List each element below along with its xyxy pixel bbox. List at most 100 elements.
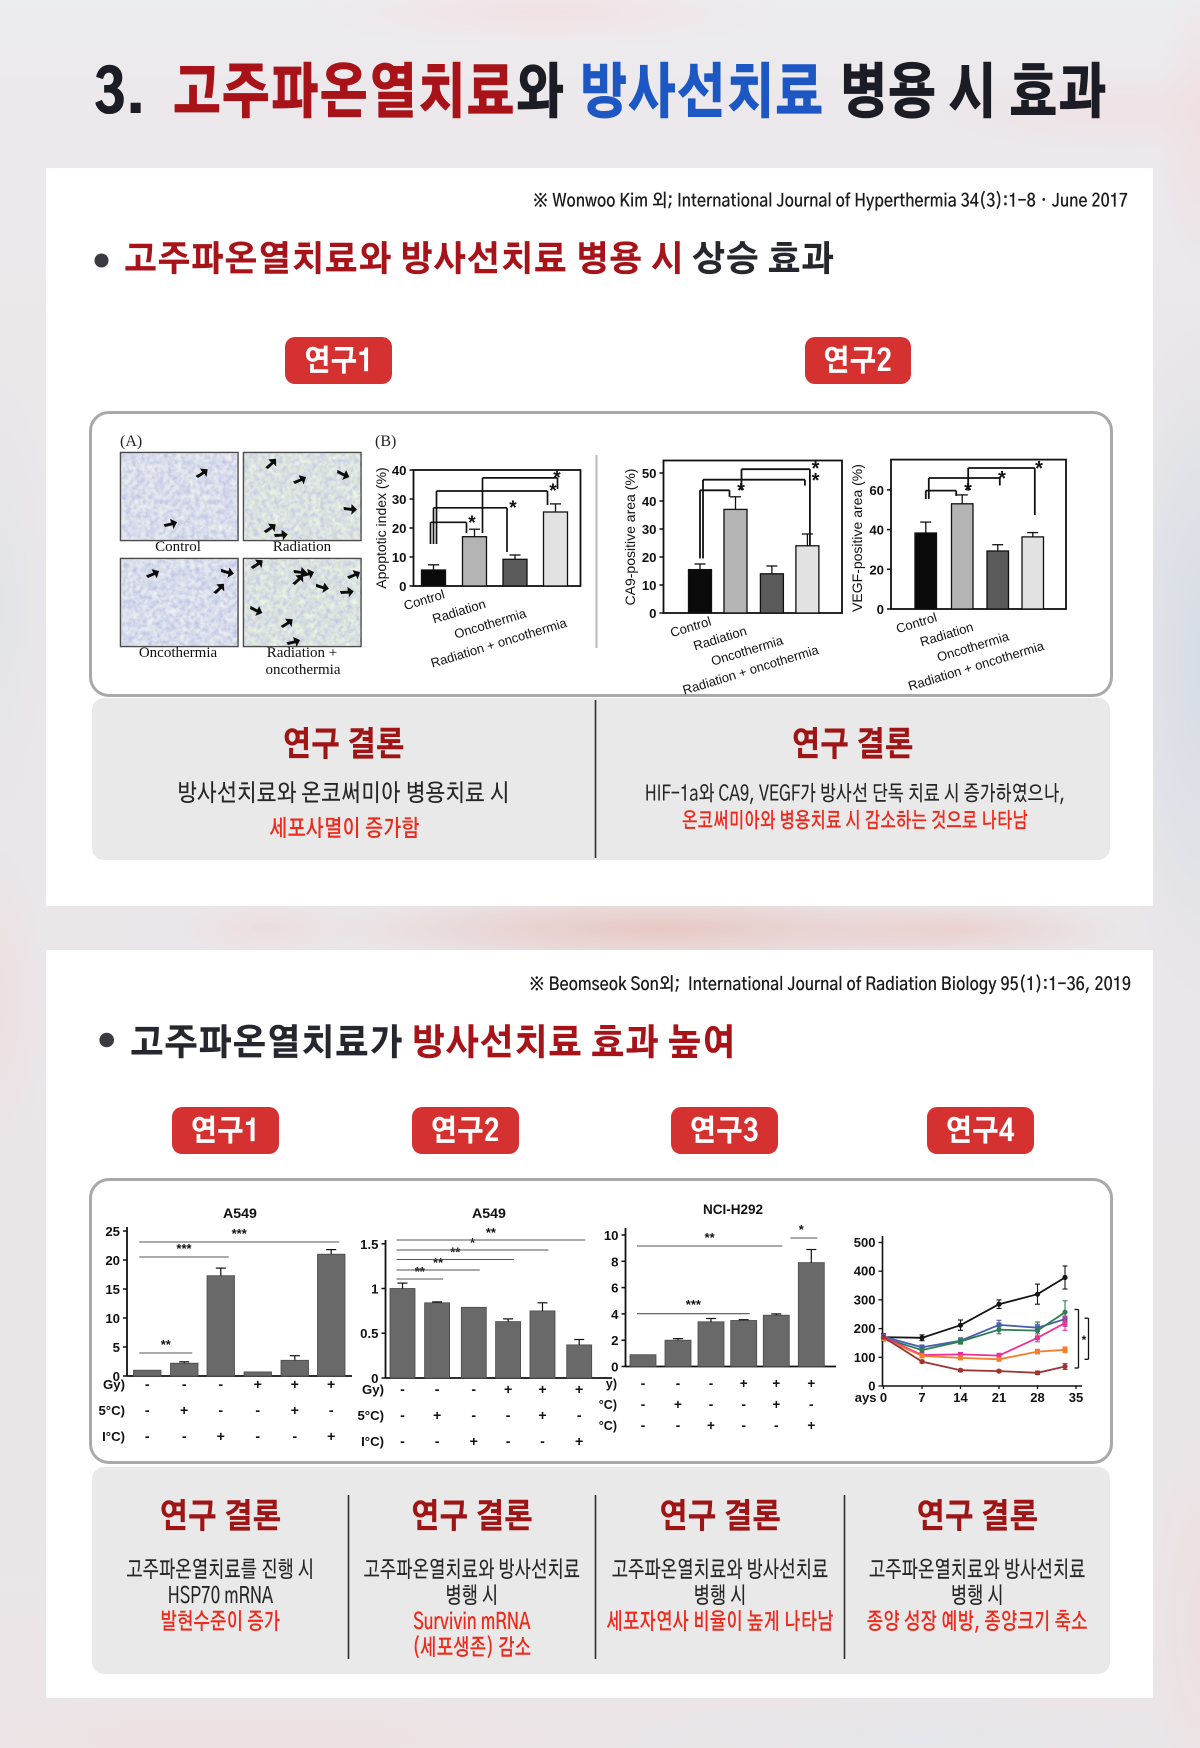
svg-text:ays: ays xyxy=(855,1390,877,1405)
svg-text:28: 28 xyxy=(1030,1390,1044,1405)
svg-text:+: + xyxy=(327,1377,335,1393)
svg-text:-: - xyxy=(329,1403,334,1419)
svg-text:Apoptotic index (%): Apoptotic index (%) xyxy=(373,467,389,588)
svg-text:0: 0 xyxy=(868,1379,875,1394)
svg-text:50: 50 xyxy=(642,466,657,481)
svg-text:-: - xyxy=(435,1382,440,1398)
svg-text:-: - xyxy=(292,1429,297,1445)
svg-text:-: - xyxy=(709,1376,714,1391)
svg-text:40: 40 xyxy=(869,523,884,538)
svg-text:**: ** xyxy=(433,1255,444,1270)
svg-text:NCI-H292: NCI-H292 xyxy=(703,1202,763,1217)
svg-text:14: 14 xyxy=(953,1390,968,1405)
svg-text:100: 100 xyxy=(854,1350,876,1365)
svg-text:5: 5 xyxy=(113,1340,120,1355)
svg-text:+: + xyxy=(217,1429,225,1445)
svg-text:15: 15 xyxy=(105,1282,120,1297)
svg-text:300: 300 xyxy=(854,1292,876,1307)
svg-text:(A): (A) xyxy=(120,433,142,450)
svg-text:-: - xyxy=(400,1382,405,1398)
svg-text:400: 400 xyxy=(854,1264,876,1279)
svg-text:6: 6 xyxy=(611,1281,618,1296)
svg-text:5°C): 5°C) xyxy=(357,1408,384,1423)
svg-text:8: 8 xyxy=(611,1254,618,1269)
svg-text:10: 10 xyxy=(392,550,407,565)
svg-text:0: 0 xyxy=(399,579,406,594)
svg-text:-: - xyxy=(471,1408,476,1424)
svg-text:-: - xyxy=(255,1429,260,1445)
svg-text:*: * xyxy=(1082,1333,1087,1347)
svg-text:*: * xyxy=(553,468,561,489)
svg-text:**: ** xyxy=(450,1245,461,1260)
svg-text:+: + xyxy=(807,1376,815,1391)
svg-text:-: - xyxy=(774,1418,779,1433)
svg-text:+: + xyxy=(254,1377,262,1393)
svg-text:-: - xyxy=(435,1434,440,1450)
svg-text:I°C): I°C) xyxy=(361,1434,384,1449)
svg-text:-: - xyxy=(676,1418,681,1433)
svg-text:***: *** xyxy=(686,1297,702,1312)
svg-text:-: - xyxy=(641,1397,646,1412)
svg-text:+: + xyxy=(575,1382,583,1398)
svg-text:*: * xyxy=(468,513,476,534)
svg-text:-: - xyxy=(471,1382,476,1398)
svg-text:+: + xyxy=(575,1434,583,1450)
svg-text:20: 20 xyxy=(105,1253,120,1268)
svg-text:**: ** xyxy=(486,1225,497,1240)
svg-text:+: + xyxy=(538,1408,546,1424)
svg-text:0: 0 xyxy=(877,602,884,617)
svg-text:*: * xyxy=(812,458,820,480)
svg-text:40: 40 xyxy=(392,463,407,478)
svg-text:*: * xyxy=(470,1235,476,1250)
svg-text:200: 200 xyxy=(854,1321,876,1336)
svg-text:4: 4 xyxy=(611,1307,619,1322)
svg-text:+: + xyxy=(707,1418,715,1433)
svg-text:30: 30 xyxy=(392,492,407,507)
svg-text:-: - xyxy=(145,1377,150,1393)
svg-text:Gy): Gy) xyxy=(362,1382,384,1397)
svg-text:-: - xyxy=(182,1429,187,1445)
svg-text:35: 35 xyxy=(1069,1390,1083,1405)
svg-text:7: 7 xyxy=(918,1390,925,1405)
svg-text:21: 21 xyxy=(992,1390,1006,1405)
svg-text:5°C): 5°C) xyxy=(98,1403,125,1418)
svg-text:-: - xyxy=(741,1397,746,1412)
svg-text:(B): (B) xyxy=(375,433,396,450)
svg-text:**: ** xyxy=(415,1264,426,1279)
svg-text:-: - xyxy=(145,1403,150,1419)
svg-text:-: - xyxy=(218,1377,223,1393)
svg-text:+: + xyxy=(291,1377,299,1393)
svg-text:*: * xyxy=(549,481,557,502)
svg-text:40: 40 xyxy=(642,494,657,509)
svg-text:+: + xyxy=(180,1403,188,1419)
svg-text:°C): °C) xyxy=(599,1398,617,1412)
svg-text:Oncothermia: Oncothermia xyxy=(139,645,218,661)
svg-text:°C): °C) xyxy=(599,1419,617,1433)
svg-text:CA9-positive area (%): CA9-positive area (%) xyxy=(622,469,638,606)
svg-text:*: * xyxy=(998,468,1006,490)
svg-text:*: * xyxy=(737,480,745,502)
svg-text:Gy): Gy) xyxy=(103,1377,125,1392)
svg-text:1: 1 xyxy=(371,1282,378,1297)
svg-text:-: - xyxy=(641,1376,646,1391)
svg-text:-: - xyxy=(641,1418,646,1433)
svg-text:+: + xyxy=(807,1418,815,1433)
svg-text:-: - xyxy=(506,1434,511,1450)
svg-text:*: * xyxy=(964,480,972,502)
svg-text:oncothermia: oncothermia xyxy=(266,662,341,678)
svg-text:*: * xyxy=(799,1222,805,1237)
svg-text:-: - xyxy=(676,1376,681,1391)
svg-text:25: 25 xyxy=(105,1224,120,1239)
svg-text:10: 10 xyxy=(604,1228,619,1243)
svg-text:A549: A549 xyxy=(223,1206,257,1222)
svg-text:-: - xyxy=(506,1408,511,1424)
svg-text:-: - xyxy=(400,1434,405,1450)
svg-text:*: * xyxy=(812,470,820,492)
svg-text:I°C): I°C) xyxy=(102,1429,125,1444)
svg-text:y): y) xyxy=(606,1377,617,1391)
svg-text:-: - xyxy=(400,1408,405,1424)
svg-text:+: + xyxy=(538,1382,546,1398)
svg-text:-: - xyxy=(809,1397,814,1412)
svg-text:-: - xyxy=(577,1408,582,1424)
svg-text:20: 20 xyxy=(869,562,884,577)
